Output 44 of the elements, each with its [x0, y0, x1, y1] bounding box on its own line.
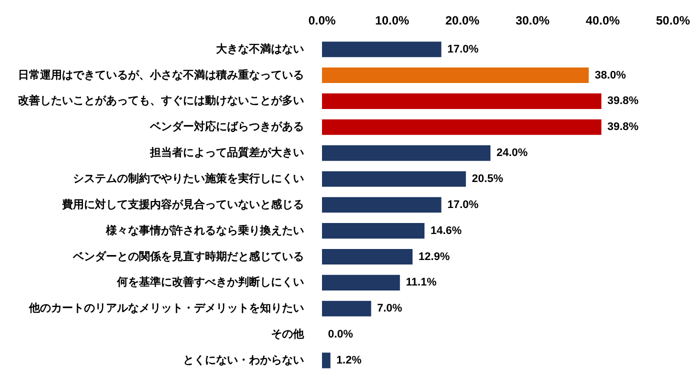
bar: [322, 223, 424, 239]
bar: [322, 42, 442, 58]
data-label: 0.0%: [328, 328, 354, 341]
x-tick-label: 20.0%: [445, 14, 480, 28]
data-label: 38.0%: [594, 69, 626, 82]
bar: [322, 248, 413, 265]
data-label: 20.5%: [472, 173, 504, 186]
bar: [322, 171, 466, 187]
y-tick-label: ベンダー対応にばらつきがある: [149, 120, 304, 134]
data-label: 11.1%: [406, 276, 437, 289]
y-tick-label: 大きな不満はない: [216, 42, 304, 56]
y-tick-label: 何を基準に改善すべきか判断しにくい: [116, 276, 304, 289]
y-tick-label: 改善したいことがあっても、すぐには動けないことが多い: [18, 94, 304, 108]
y-tick-label: とくにない・わからない: [183, 354, 304, 366]
x-tick-label: 50.0%: [656, 14, 690, 28]
y-tick-label: 他のカートのリアルなメリット・デメリットを知りたい: [28, 302, 304, 315]
data-label: 39.8%: [607, 95, 639, 108]
x-tick-label: 30.0%: [516, 14, 550, 28]
y-tick-label: 担当者によって品質差が大きい: [149, 146, 304, 160]
bar: [322, 68, 589, 84]
data-label: 39.8%: [607, 121, 639, 134]
data-label: 7.0%: [377, 302, 402, 315]
x-tick-label: 40.0%: [586, 14, 620, 28]
y-tick-label: ベンダーとの関係を見直す時期だと感じている: [72, 250, 304, 263]
bar: [322, 300, 372, 316]
x-tick-label: 10.0%: [375, 14, 410, 28]
data-label: 12.9%: [418, 250, 450, 263]
y-tick-label: システムの制約でやりたい施策を実行しにくい: [73, 172, 304, 186]
bar: [322, 352, 330, 368]
bar: [322, 274, 400, 290]
bar: [322, 119, 602, 135]
data-label: 1.2%: [336, 354, 362, 366]
data-label: 14.6%: [430, 224, 462, 237]
data-label: 17.0%: [447, 198, 479, 211]
x-tick-label: 0.0%: [308, 14, 336, 28]
bar: [322, 93, 602, 109]
data-label: 17.0%: [447, 43, 479, 56]
y-tick-label: その他: [271, 328, 305, 341]
y-tick-label: 費用に対して支援内容が見合っていないと感じる: [61, 198, 304, 211]
bar: [322, 197, 442, 213]
y-tick-label: 様々な事情が許されるなら乗り換えたい: [105, 224, 304, 237]
data-label: 24.0%: [496, 147, 528, 160]
y-tick-label: 日常運用はできているが、小さな不満は積み重なっている: [18, 68, 304, 82]
bar: [322, 145, 490, 161]
